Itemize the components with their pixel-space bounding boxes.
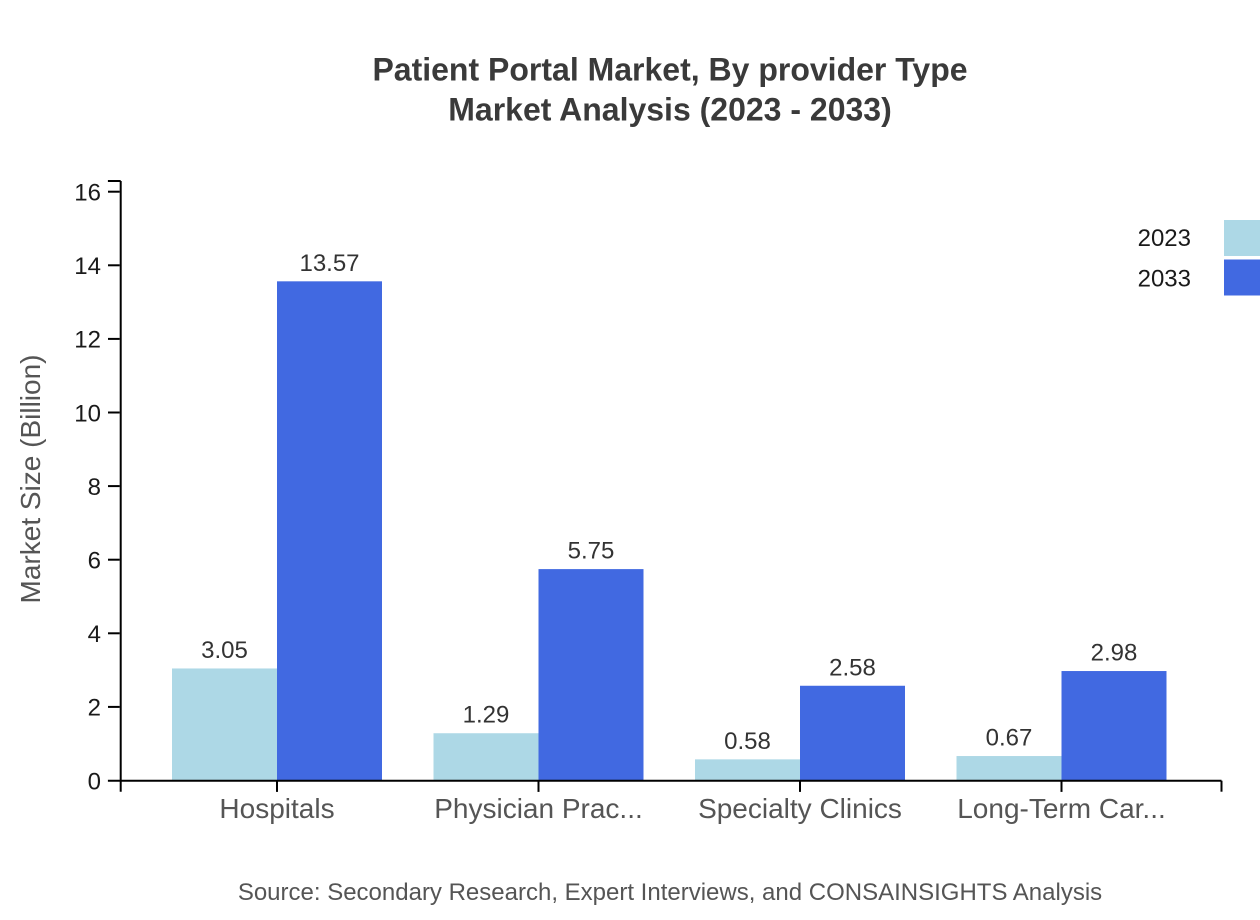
- svg-text:2023: 2023: [1138, 225, 1191, 252]
- svg-text:Hospitals: Hospitals: [219, 793, 334, 824]
- svg-text:0.67: 0.67: [986, 725, 1033, 752]
- svg-text:2: 2: [88, 695, 101, 722]
- svg-text:4: 4: [88, 621, 101, 648]
- svg-text:0: 0: [88, 769, 101, 796]
- svg-text:Specialty Clinics: Specialty Clinics: [698, 793, 902, 824]
- svg-text:Market Size (Billion): Market Size (Billion): [15, 355, 46, 604]
- svg-text:Source: Secondary Research, Ex: Source: Secondary Research, Expert Inter…: [238, 879, 1102, 906]
- svg-text:0.58: 0.58: [724, 728, 771, 755]
- svg-text:6: 6: [88, 548, 101, 575]
- svg-text:2.58: 2.58: [829, 654, 876, 681]
- svg-text:10: 10: [74, 400, 101, 427]
- svg-text:13.57: 13.57: [299, 250, 359, 277]
- svg-text:16: 16: [74, 180, 101, 207]
- svg-text:Market Analysis (2023 - 2033): Market Analysis (2023 - 2033): [448, 91, 892, 127]
- svg-text:1.29: 1.29: [463, 702, 510, 729]
- svg-text:8: 8: [88, 474, 101, 501]
- svg-text:12: 12: [74, 327, 101, 354]
- svg-text:14: 14: [74, 253, 101, 280]
- svg-text:2033: 2033: [1138, 266, 1191, 293]
- svg-text:3.05: 3.05: [201, 637, 248, 664]
- svg-text:Long-Term Car...: Long-Term Car...: [957, 793, 1166, 824]
- svg-text:2.98: 2.98: [1091, 640, 1138, 667]
- svg-text:Physician Prac...: Physician Prac...: [434, 793, 643, 824]
- svg-text:Patient Portal Market, By prov: Patient Portal Market, By provider Type: [372, 52, 967, 88]
- svg-text:5.75: 5.75: [568, 538, 615, 565]
